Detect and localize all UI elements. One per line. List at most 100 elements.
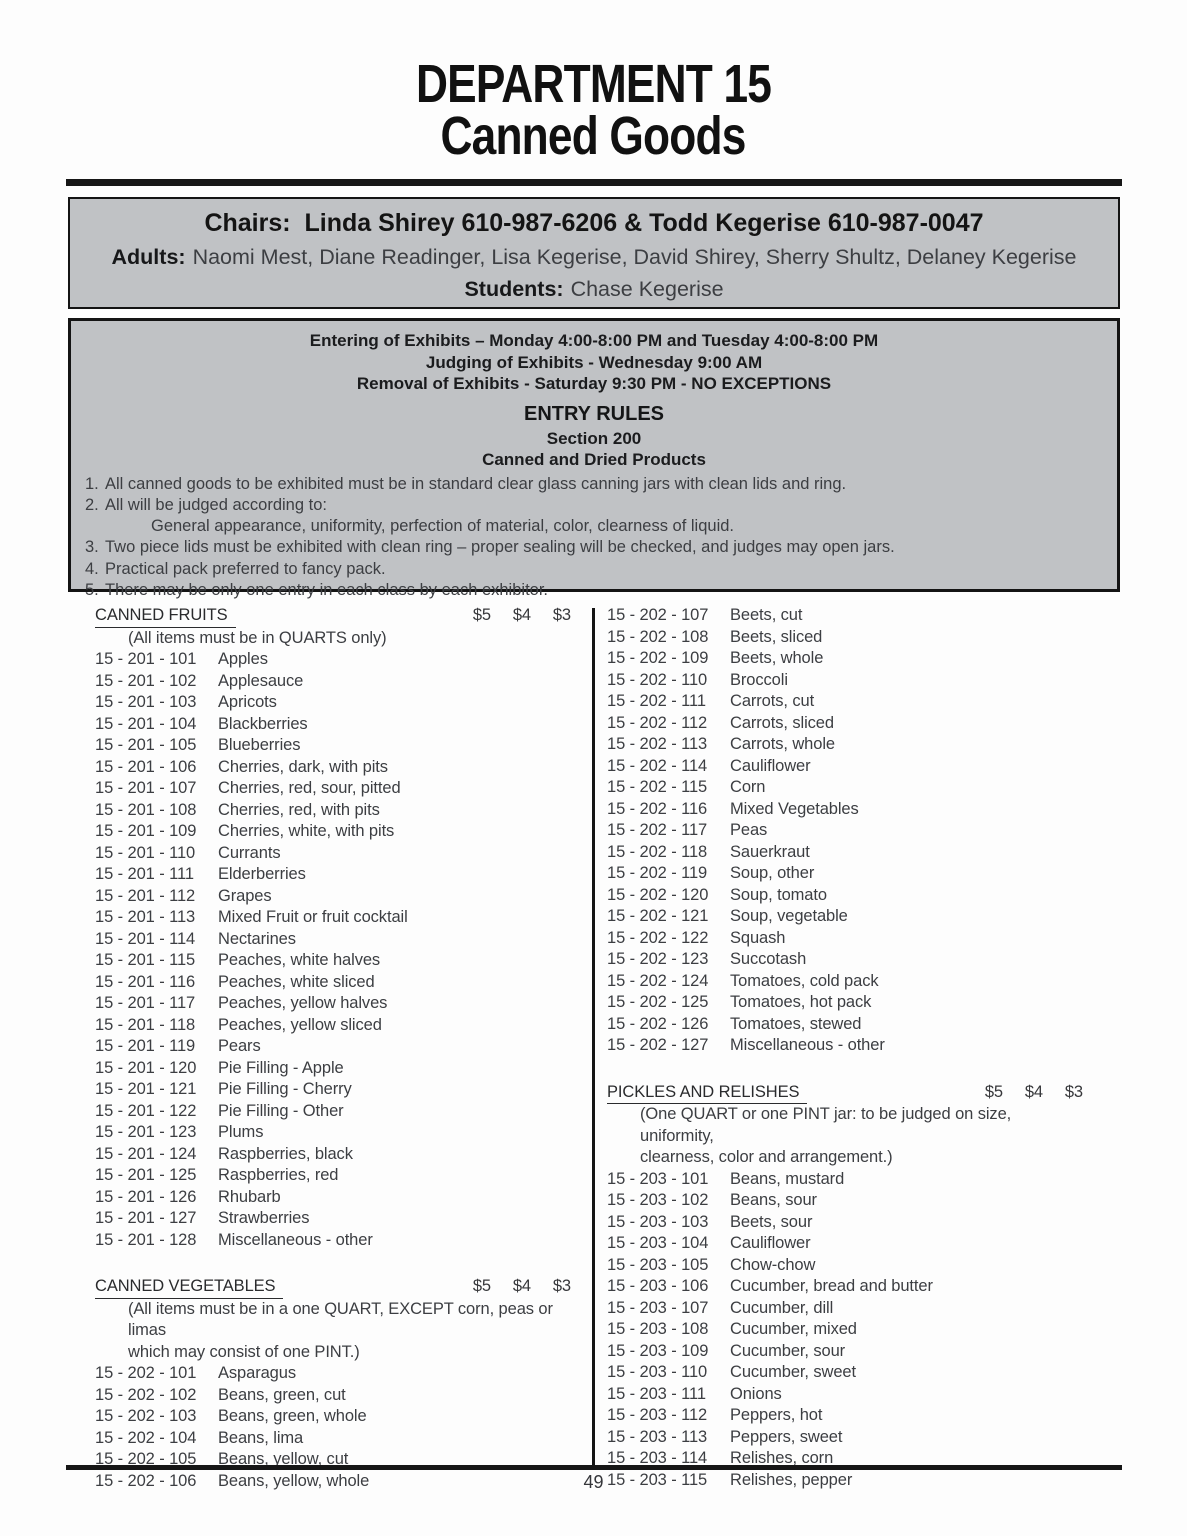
section-spacer [607, 1057, 1083, 1082]
column-divider [592, 608, 595, 1465]
class-description: Cauliflower [730, 756, 811, 775]
entry-rule-text: General appearance, uniformity, perfecti… [151, 517, 734, 536]
class-code: 15 - 202 - 116 [607, 799, 708, 818]
class-description: Squash [730, 928, 786, 947]
chairs-box: Chairs: Linda Shirey 610-987-6206 & Todd… [68, 197, 1120, 309]
class-description: Relishes, corn [730, 1449, 834, 1467]
class-code: 15 - 202 - 119 [607, 864, 708, 882]
class-description: Blueberries [218, 736, 301, 754]
class-code: 15 - 201 - 119 [95, 1037, 196, 1055]
class-item-row: 15 - 201 - 101 Apples [95, 649, 571, 671]
class-code: 15 - 201 - 109 [95, 822, 197, 840]
class-code: 15 - 203 - 109 [607, 1341, 709, 1360]
class-description: Carrots, cut [730, 692, 815, 710]
class-description: Apples [218, 650, 268, 668]
class-code: 15 - 201 - 128 [95, 1230, 197, 1249]
adults-label: Adults: [111, 245, 186, 269]
class-description: Pears [218, 1037, 261, 1055]
class-description: Cherries, red, sour, pitted [218, 779, 401, 797]
premium-amount: $4 [512, 1277, 531, 1295]
class-code: 15 - 201 - 107 [95, 779, 197, 797]
class-item-row: 15 - 202 - 111 Carrots, cut [607, 691, 1083, 713]
class-item-row: 15 - 202 - 119 Soup, other [607, 863, 1083, 885]
class-description: Blackberries [218, 714, 308, 733]
class-item-row: 15 - 202 - 108 Beets, sliced [607, 627, 1083, 649]
class-item-row: 15 - 202 - 115 Corn [607, 777, 1083, 799]
class-code: 15 - 202 - 107 [607, 606, 709, 624]
class-code: 15 - 203 - 111 [607, 1384, 706, 1403]
class-code: 15 - 203 - 101 [607, 1169, 709, 1188]
class-item-row: 15 - 202 - 123 Succotash [607, 949, 1083, 971]
class-description: Tomatoes, stewed [730, 1014, 862, 1033]
entry-rule-row: 2. All will be judged according to: [71, 495, 1117, 516]
list-column: 15 - 202 - 107 Beets, cut 15 - 202 - 108 Be… [607, 605, 1083, 1491]
class-description: Miscellaneous - other [218, 1230, 373, 1249]
class-item-row: 15 - 202 - 124 Tomatoes, cold pack [607, 971, 1083, 993]
class-item-row: 15 - 202 - 113 Carrots, whole [607, 734, 1083, 756]
entry-rule-text: Two piece lids must be exhibited with cl… [105, 538, 895, 557]
class-description: Elderberries [218, 865, 306, 883]
section-note: (All items must be in a one QUART, EXCEP… [128, 1299, 553, 1340]
class-item-row: 15 - 201 - 112 Grapes [95, 886, 571, 908]
section-number-line: Section 200 [546, 428, 642, 448]
class-item-row: 15 - 203 - 107 Cucumber, dill [607, 1298, 1083, 1320]
section-spacer [95, 1251, 571, 1276]
premium-amount: $3 [552, 606, 571, 624]
class-description: Chow-chow [730, 1255, 816, 1274]
class-description: Corn [730, 778, 766, 796]
class-description: Succotash [730, 950, 807, 968]
class-item-row: 15 - 202 - 116 Mixed Vegetables [607, 799, 1083, 821]
class-description: Beets, sour [730, 1212, 813, 1231]
class-code: 15 - 203 - 112 [607, 1406, 708, 1424]
class-item-row: 15 - 202 - 126 Tomatoes, stewed [607, 1014, 1083, 1036]
class-code: 15 - 203 - 107 [607, 1298, 709, 1317]
class-description: Beans, yellow, cut [218, 1450, 349, 1468]
class-code: 15 - 203 - 110 [607, 1363, 708, 1381]
class-item-row: 15 - 203 - 104 Cauliflower [607, 1233, 1083, 1255]
students-label: Students: [464, 277, 564, 301]
section-header-row: PICKLES AND RELISHES $5 $4 $3 [607, 1082, 1083, 1104]
class-description: Raspberries, red [218, 1166, 339, 1184]
class-item-row: 15 - 202 - 121 Soup, vegetable [607, 906, 1083, 928]
class-description: Beans, lima [218, 1428, 304, 1447]
class-description: Peaches, yellow halves [218, 994, 388, 1012]
class-code: 15 - 202 - 108 [607, 627, 709, 646]
class-item-row: 15 - 202 - 105 Beans, yellow, cut [95, 1449, 571, 1471]
section-note: clearness, color and arrangement.) [640, 1148, 893, 1166]
class-item-row: 15 - 202 - 103 Beans, green, whole [95, 1406, 571, 1428]
class-item-row: 15 - 202 - 125 Tomatoes, hot pack [607, 992, 1083, 1014]
class-item-row: 15 - 201 - 110 Currants [95, 843, 571, 865]
title-divider-rule [66, 179, 1122, 186]
class-description: Raspberries, black [218, 1144, 353, 1163]
class-item-row: 15 - 203 - 103 Beets, sour [607, 1212, 1083, 1234]
class-description: Strawberries [218, 1209, 310, 1227]
premium-amount: $4 [1024, 1082, 1043, 1101]
class-item-row: 15 - 202 - 118 Sauerkraut [607, 842, 1083, 864]
class-description: Grapes [218, 886, 272, 905]
class-item-row: 15 - 202 - 104 Beans, lima [95, 1428, 571, 1450]
class-code: 15 - 201 - 120 [95, 1058, 197, 1077]
entry-rule-text: There may be only one entry in each clas… [105, 580, 548, 599]
class-item-row: 15 - 201 - 125 Raspberries, red [95, 1165, 571, 1187]
class-code: 15 - 202 - 111 [607, 692, 706, 710]
class-item-row: 15 - 203 - 113 Peppers, sweet [607, 1427, 1083, 1449]
class-code: 15 - 201 - 104 [95, 714, 197, 733]
class-item-row: 15 - 202 - 127 Miscellaneous - other [607, 1035, 1083, 1057]
class-code: 15 - 202 - 118 [607, 842, 708, 861]
class-item-row: 15 - 203 - 111 Onions [607, 1384, 1083, 1406]
class-description: Plums [218, 1123, 264, 1141]
class-description: Pie Filling - Apple [218, 1058, 344, 1077]
entry-rule-number [71, 516, 105, 537]
class-description: Applesauce [218, 671, 304, 690]
entry-rule-row: General appearance, uniformity, perfecti… [71, 516, 1117, 537]
class-description: Peppers, sweet [730, 1427, 843, 1446]
class-description: Relishes, pepper [730, 1470, 853, 1489]
class-code: 15 - 203 - 108 [607, 1320, 709, 1338]
list-column: CANNED FRUITS $5 $4 $3 (All items must be in… [95, 605, 571, 1492]
class-description: Beans, green, whole [218, 1407, 367, 1425]
class-code: 15 - 202 - 101 [95, 1364, 197, 1382]
class-description: Cucumber, dill [730, 1298, 834, 1317]
class-item-row: 15 - 202 - 109 Beets, whole [607, 648, 1083, 670]
class-item-row: 15 - 203 - 112 Peppers, hot [607, 1405, 1083, 1427]
class-item-row: 15 - 203 - 115 Relishes, pepper [607, 1470, 1083, 1492]
